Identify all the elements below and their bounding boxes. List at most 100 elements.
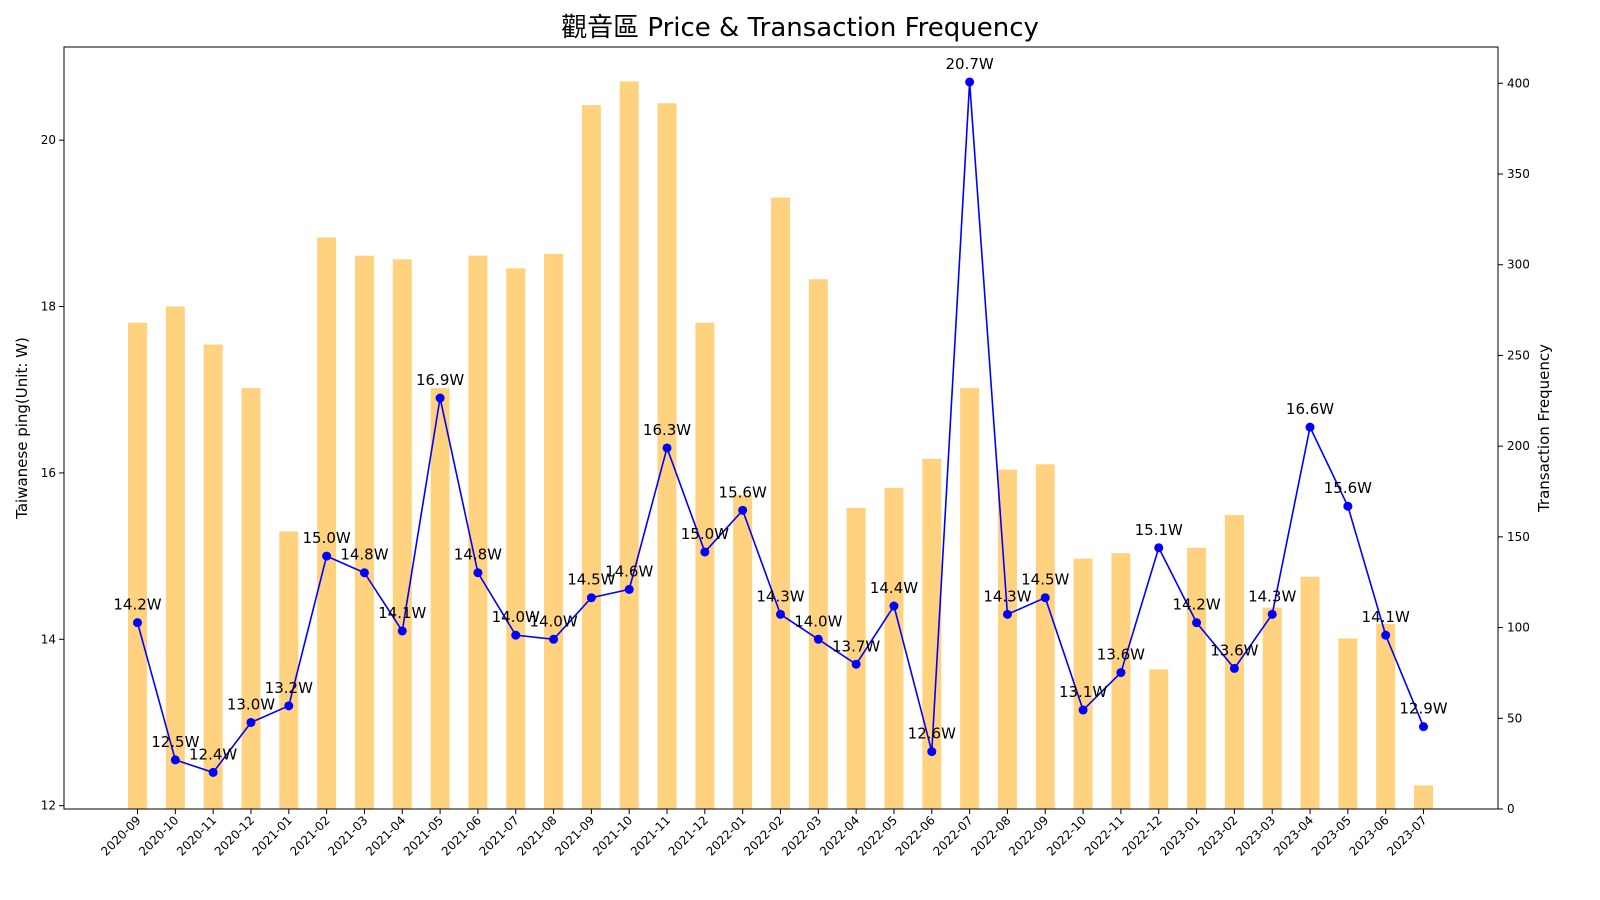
data-label: 14.6W (605, 562, 653, 580)
bar (354, 255, 374, 810)
line-point (435, 393, 445, 403)
data-label: 13.0W (227, 695, 275, 713)
y2-tick-label: 250 (1507, 348, 1530, 362)
line-point (1229, 663, 1239, 673)
x-tick-label: 2022-02 (741, 813, 786, 858)
line-point (965, 77, 975, 87)
bar (1035, 464, 1055, 809)
data-label: 14.2W (113, 596, 161, 614)
bar (317, 237, 337, 809)
y-tick-label: 14 (41, 632, 56, 646)
data-label: 12.4W (189, 745, 237, 763)
bar (808, 279, 828, 809)
x-tick-label: 2022-05 (855, 813, 900, 858)
data-label: 16.9W (416, 371, 464, 389)
x-tick-label: 2022-06 (893, 813, 938, 858)
x-tick-label: 2020-09 (98, 813, 143, 858)
x-tick-label: 2021-04 (363, 813, 408, 858)
bar (733, 495, 753, 809)
x-tick-label: 2021-01 (250, 813, 295, 858)
line-point (246, 717, 256, 727)
x-tick-label: 2022-09 (1006, 813, 1051, 858)
x-tick-label: 2020-12 (212, 813, 257, 858)
left-y-axis: 12 14 16 18 20 (41, 133, 64, 813)
y-tick-label: 18 (41, 300, 56, 314)
line-point (133, 618, 142, 628)
right-y-axis-label: Transaction Frequency (1535, 344, 1553, 513)
left-y-axis-label: Taiwanese ping(Unit: W) (13, 337, 31, 520)
line-point (813, 634, 823, 644)
data-label: 15.0W (681, 525, 729, 543)
line-point (1040, 593, 1050, 603)
data-label: 13.2W (265, 679, 313, 697)
line-point (1381, 630, 1391, 640)
data-label: 14.0W (529, 612, 577, 630)
line-point (1116, 668, 1126, 678)
bar (544, 253, 564, 810)
bar (846, 507, 866, 809)
data-label: 14.8W (340, 546, 388, 564)
line-point (1343, 501, 1353, 511)
line-point (662, 443, 672, 453)
bar (279, 531, 299, 809)
x-tick-label: 2022-01 (703, 813, 748, 858)
x-tick-label: 2021-07 (477, 813, 522, 858)
x-tick-label: 2021-09 (552, 813, 597, 858)
x-tick-label: 2021-02 (287, 813, 332, 858)
y2-tick-label: 50 (1507, 711, 1522, 725)
bar (657, 103, 677, 809)
bar (165, 306, 185, 809)
bar-series (128, 81, 1433, 810)
bar (1414, 785, 1433, 809)
line-point (397, 626, 407, 636)
data-label: 14.5W (1021, 571, 1069, 589)
bar (241, 388, 261, 809)
x-tick-label: 2021-12 (666, 813, 711, 858)
bar (1187, 547, 1207, 809)
line-point (889, 601, 899, 611)
bar (1149, 669, 1169, 809)
y-tick-label: 12 (41, 799, 56, 813)
line-point (586, 593, 596, 603)
line-point (170, 755, 180, 765)
bar (468, 255, 488, 810)
line-point (738, 505, 748, 515)
line-point (322, 551, 332, 561)
bar (203, 344, 223, 809)
x-tick-label: 2023-06 (1346, 813, 1391, 858)
data-label: 15.1W (1135, 521, 1183, 539)
line-point (1002, 609, 1012, 619)
data-label: 15.6W (1324, 479, 1372, 497)
x-tick-label: 2023-05 (1309, 813, 1354, 858)
x-tick-label: 2021-06 (439, 813, 484, 858)
line-point (1078, 705, 1088, 715)
data-label: 16.6W (1286, 400, 1334, 418)
bar (581, 105, 601, 810)
bar (771, 197, 790, 810)
x-tick-label: 2022-10 (1044, 813, 1089, 858)
line-point (549, 634, 559, 644)
x-tick-label: 2021-03 (325, 813, 370, 858)
y2-tick-label: 100 (1507, 621, 1530, 635)
bar (1111, 553, 1131, 809)
bar (1376, 623, 1396, 809)
x-tick-label: 2021-10 (590, 813, 635, 858)
x-tick-label: 2021-05 (401, 813, 446, 858)
data-label: 14.8W (454, 546, 502, 564)
y2-tick-label: 300 (1507, 258, 1530, 272)
line-point (1154, 543, 1164, 553)
right-y-axis: 0 50 100 150 200 250 300 350 400 (1498, 76, 1530, 816)
bar (506, 268, 526, 809)
data-label: 14.2W (1172, 596, 1220, 614)
bar (1073, 558, 1093, 809)
data-label: 20.7W (946, 55, 994, 73)
line-point (927, 747, 937, 757)
x-tick-label: 2023-01 (1157, 813, 1202, 858)
bar (1224, 515, 1244, 809)
line-point (851, 659, 861, 669)
line-point (776, 609, 785, 619)
data-label: 14.3W (983, 587, 1031, 605)
line-point (1192, 618, 1202, 628)
x-tick-label: 2022-03 (779, 813, 824, 858)
x-tick-label: 2020-10 (136, 813, 181, 858)
